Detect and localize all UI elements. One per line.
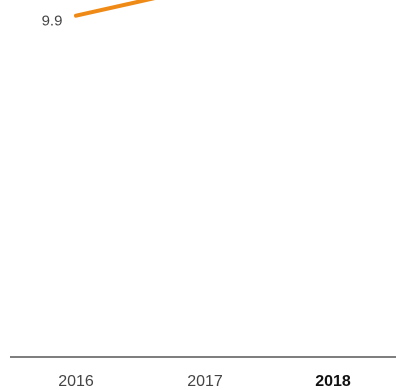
data-label: 9.9 [42, 13, 63, 30]
x-tick-label: 2016 [58, 373, 94, 390]
x-tick-label: 2018 [315, 373, 351, 390]
x-tick-label: 2017 [187, 373, 223, 390]
series-line [74, 0, 156, 18]
